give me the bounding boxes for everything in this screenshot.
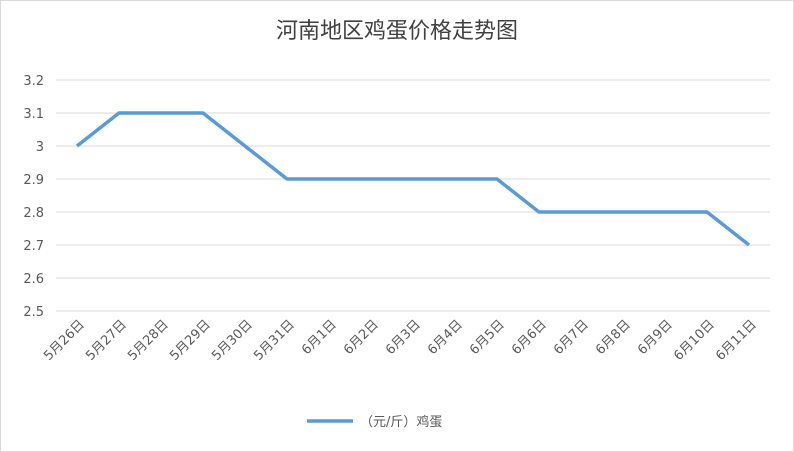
y-tick-label: 2.7: [23, 239, 44, 254]
y-tick-label: 2.9: [23, 173, 44, 188]
y-tick-label: 3.1: [23, 107, 44, 122]
legend-label: （元/斤）鸡蛋: [360, 414, 442, 430]
data-line: [75, 111, 751, 247]
y-tick-label: 2.5: [23, 305, 44, 320]
y-tick-label: 3.2: [23, 74, 44, 89]
y-tick-label: 2.8: [23, 206, 44, 221]
y-tick-label: 2.6: [23, 272, 44, 287]
chart-title: 河南地区鸡蛋价格走势图: [276, 19, 518, 44]
y-tick-label: 3: [36, 140, 44, 155]
